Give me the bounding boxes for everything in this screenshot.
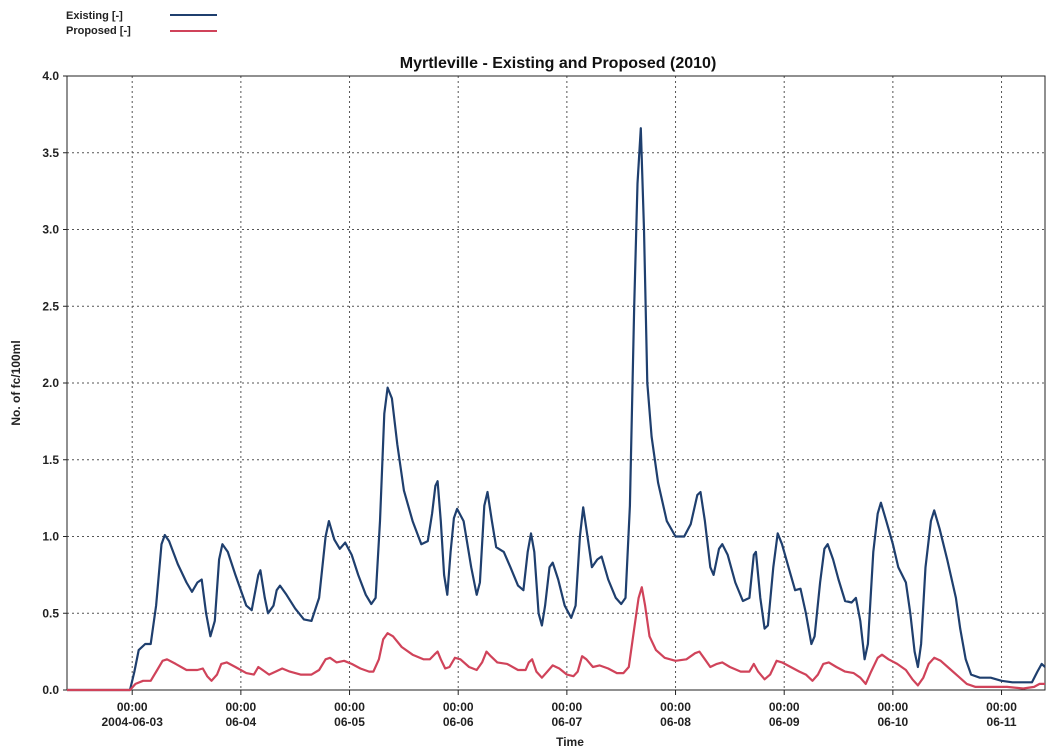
x-tick-date: 06-04 [226,715,257,729]
y-tick-label: 0.5 [42,606,59,620]
y-axis-ticks: 0.0 0.5 1.0 1.5 2.0 2.5 3.0 3.5 4.0 [42,69,67,697]
series-group [67,127,1046,692]
y-tick-label: 2.5 [42,299,59,313]
x-tick-date: 06-07 [552,715,583,729]
y-tick-label: 1.5 [42,453,59,467]
x-tick-date: 06-10 [878,715,909,729]
y-tick-label: 2.0 [42,376,59,390]
x-tick-time: 00:00 [117,700,148,714]
x-tick-date: 06-06 [443,715,474,729]
x-tick-date: 06-11 [987,715,1017,729]
x-tick-date: 06-08 [660,715,691,729]
x-tick-date: 06-09 [769,715,800,729]
x-axis-label: Time [556,735,584,749]
x-axis-ticks: 00:002004-06-0300:0006-0400:0006-0500:00… [102,690,1017,729]
x-tick-time: 00:00 [769,700,800,714]
y-axis-label: No. of fc/100ml [9,340,23,425]
x-tick-time: 00:00 [226,700,257,714]
x-tick-time: 00:00 [552,700,583,714]
legend: Existing [-] Proposed [-] [66,10,217,37]
y-tick-label: 4.0 [42,69,59,83]
x-tick-date: 06-05 [334,715,365,729]
x-tick-date: 2004-06-03 [102,715,164,729]
x-tick-time: 00:00 [986,700,1017,714]
x-tick-time: 00:00 [443,700,474,714]
y-tick-label: 0.0 [42,683,59,697]
x-tick-time: 00:00 [660,700,691,714]
legend-label-proposed: Proposed [-] [66,25,131,37]
chart-title: Myrtleville - Existing and Proposed (201… [400,55,717,72]
y-tick-label: 1.0 [42,530,59,544]
x-tick-time: 00:00 [334,700,365,714]
y-tick-label: 3.5 [42,146,59,160]
series-line-proposed [67,586,1045,692]
series-line-existing [67,127,1046,692]
gridlines [67,76,1045,690]
legend-label-existing: Existing [-] [66,10,123,22]
x-tick-time: 00:00 [878,700,909,714]
y-tick-label: 3.0 [42,223,59,237]
